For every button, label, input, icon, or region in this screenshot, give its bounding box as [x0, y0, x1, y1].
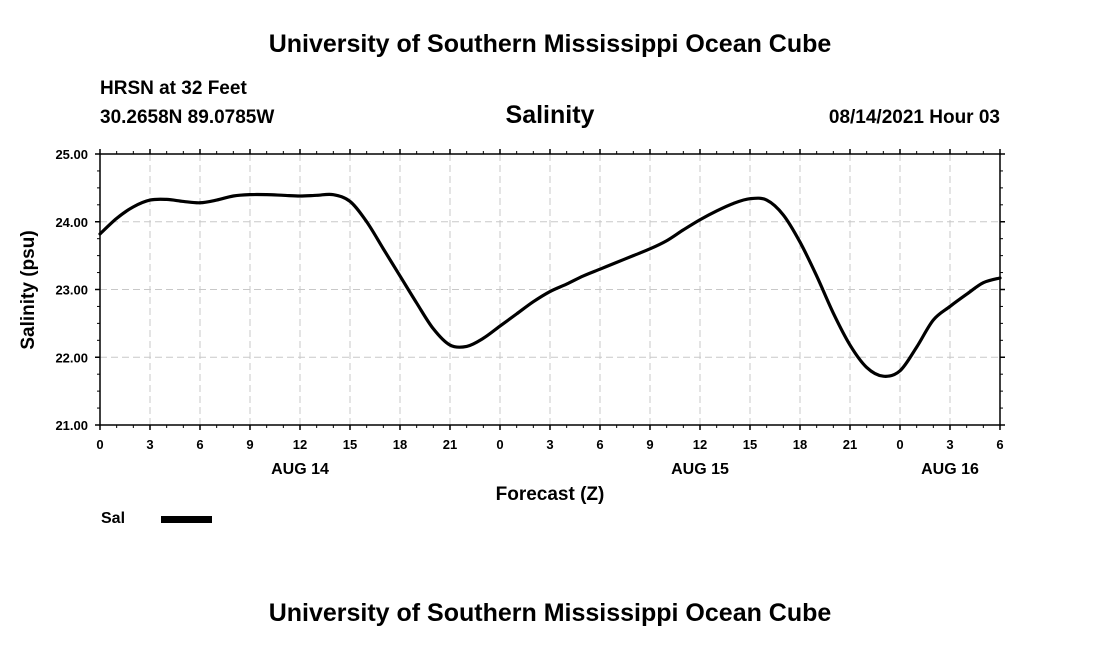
date-label: AUG 14 — [271, 461, 329, 478]
grid-lines — [100, 154, 1000, 425]
date-label: AUG 15 — [671, 461, 729, 478]
station-coordinates: 30.2658N 89.0785W — [100, 107, 275, 128]
y-tick-label: 25.00 — [55, 147, 88, 162]
x-tick-label: 0 — [496, 437, 503, 452]
x-tick-label: 21 — [843, 437, 857, 452]
x-tick-label: 18 — [793, 437, 807, 452]
x-tick-label: 12 — [693, 437, 707, 452]
x-tick-label: 3 — [946, 437, 953, 452]
axis-ticks — [95, 149, 1005, 430]
y-tick-label: 23.00 — [55, 283, 88, 298]
station-label: HRSN at 32 Feet — [100, 78, 247, 99]
x-tick-label: 15 — [343, 437, 357, 452]
axis-labels: 21.00 22.00 23.00 24.00 25.00 0 3 6 9 12 15 18 21 0 3 6… — [55, 147, 1003, 478]
x-axis-title: Forecast (Z) — [496, 484, 605, 505]
x-tick-label: 0 — [96, 437, 103, 452]
page-title: University of Southern Mississippi Ocean… — [268, 30, 832, 58]
x-tick-label: 3 — [146, 437, 153, 452]
x-tick-label: 15 — [743, 437, 757, 452]
y-tick-label: 21.00 — [55, 418, 88, 433]
date-label: AUG 16 — [921, 461, 979, 478]
x-tick-label: 18 — [393, 437, 407, 452]
x-tick-label: 9 — [646, 437, 653, 452]
forecast-datetime: 08/14/2021 Hour 03 — [828, 107, 1000, 128]
y-axis-title: Salinity (psu) — [18, 230, 39, 349]
x-tick-label: 6 — [996, 437, 1003, 452]
x-tick-label: 6 — [196, 437, 203, 452]
y-tick-label: 24.00 — [55, 215, 88, 230]
chart-title: Salinity — [505, 101, 595, 129]
x-tick-label: 0 — [896, 437, 903, 452]
salinity-series-line — [98, 192, 1002, 378]
x-tick-label: 3 — [546, 437, 553, 452]
legend-swatch — [161, 516, 212, 523]
x-tick-label: 6 — [596, 437, 603, 452]
y-tick-label: 22.00 — [55, 350, 88, 365]
x-tick-label: 9 — [246, 437, 253, 452]
footer-title: University of Southern Mississippi Ocean… — [268, 599, 832, 627]
x-tick-label: 12 — [293, 437, 307, 452]
legend-label: Sal — [101, 510, 126, 527]
x-tick-label: 21 — [443, 437, 457, 452]
